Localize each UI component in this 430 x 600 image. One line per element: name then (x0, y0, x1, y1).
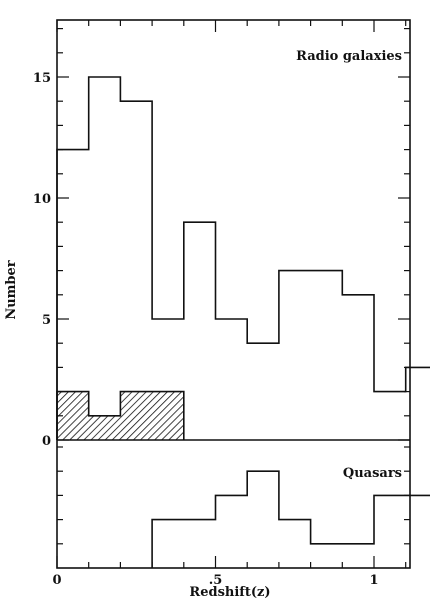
radio-galaxies-outline (56, 76, 430, 440)
radio-galaxy-bin (89, 77, 121, 440)
radio-galaxy-bin (374, 392, 406, 440)
quasars-label: Quasars (343, 466, 402, 481)
radio-galaxy-bin (216, 319, 248, 440)
hatched-bin (57, 391, 89, 440)
x-tick-label: .5 (209, 573, 223, 588)
quasar-bin (374, 495, 406, 568)
hatched-bin (88, 415, 121, 440)
radio-galaxy-bin (311, 271, 343, 440)
radio-galaxies-label: Radio galaxies (296, 49, 402, 64)
quasars-outline (151, 470, 430, 568)
hatched-bin (152, 391, 184, 440)
x-tick-label: 0 (52, 573, 61, 588)
radio-galaxy-bin (120, 101, 152, 440)
quasar-bin (184, 520, 216, 568)
quasar-bin (152, 520, 184, 568)
x-axis-title: Redshift(z) (189, 585, 270, 600)
radio-galaxy-bin (342, 295, 374, 440)
radio-galaxy-bin (279, 271, 311, 440)
y-axis-title: Number (4, 260, 19, 319)
y-tick-label: 0 (42, 434, 51, 449)
y-tick-label: 15 (33, 71, 51, 86)
y-tick-label: 5 (42, 313, 51, 328)
quasar-bin (342, 544, 374, 568)
quasar-bin (247, 471, 279, 568)
quasar-bin (279, 520, 311, 568)
quasar-bin (216, 495, 248, 568)
hatched-bin (120, 391, 153, 440)
radio-galaxy-bin (247, 343, 279, 440)
radio-galaxy-bin (184, 222, 216, 440)
quasar-bin (311, 544, 343, 568)
hatched-outline (56, 390, 185, 440)
y-tick-label: 10 (33, 192, 51, 207)
x-tick-label: 1 (369, 573, 378, 588)
